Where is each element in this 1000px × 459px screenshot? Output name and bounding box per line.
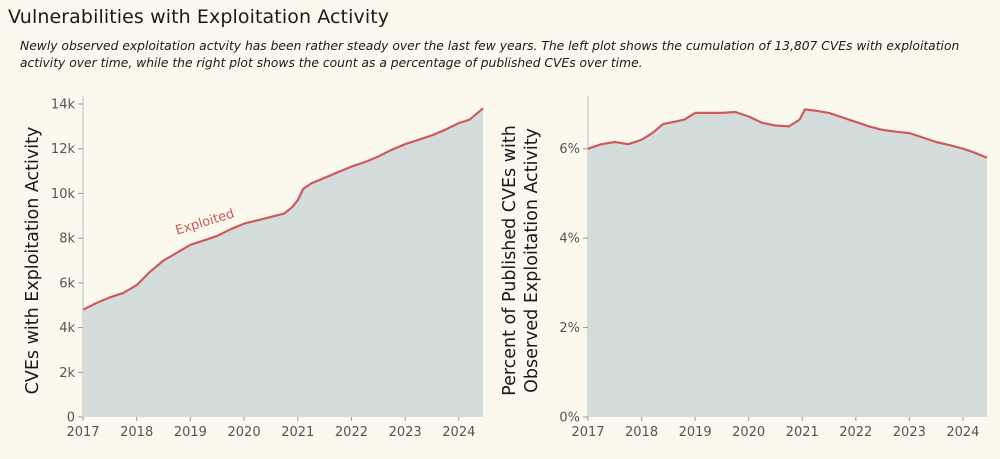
left-x-tick-label: 2020: [228, 425, 261, 440]
left-x-tick-label: 2022: [335, 425, 368, 440]
right-y-axis-label: Percent of Published CVEs with Observed E…: [500, 125, 542, 396]
left-y-tick-label: 6k: [59, 276, 75, 291]
left-y-tick-label: 10k: [51, 187, 76, 202]
right-x-tick-label: 2023: [893, 425, 926, 440]
right-x-tick-label: 2017: [571, 425, 604, 440]
left-y-tick-label: 0: [67, 411, 75, 426]
left-x-tick-label: 2017: [66, 425, 99, 440]
right-x-tick-label: 2024: [946, 425, 979, 440]
right-y-axis-label-text: Percent of Published CVEs with Observed E…: [500, 125, 542, 396]
right-x-tick-label: 2019: [679, 425, 712, 440]
right-y-tick-label: 0%: [559, 411, 580, 426]
left-y-tick-label: 14k: [51, 98, 76, 113]
left-y-tick-label: 4k: [59, 321, 75, 336]
right-x-tick-label: 2022: [839, 425, 872, 440]
right-series-line: [587, 108, 988, 159]
chart-title: Vulnerabilities with Exploitation Activi…: [8, 6, 390, 28]
chart-subtitle: Newly observed exploitation actvity has …: [20, 39, 960, 70]
left-x-tick-label: 2023: [389, 425, 422, 440]
left-y-tick-label: 12k: [51, 142, 76, 157]
left-y-axis-label-text: CVEs with Exploitation Activity: [23, 127, 43, 395]
right-x-tick-label: 2018: [625, 425, 658, 440]
left-y-axis-label: CVEs with Exploitation Activity: [23, 127, 43, 395]
left-x-tick-label: 2024: [442, 425, 475, 440]
left-series-line: [82, 107, 484, 311]
left-x-tick-label: 2018: [120, 425, 153, 440]
right-x-tick-label: 2020: [732, 425, 765, 440]
right-area: [588, 109, 987, 418]
right-y-tick-label: 4%: [559, 232, 580, 247]
left-area: [83, 108, 483, 418]
left-y-tick-label: 8k: [59, 232, 75, 247]
right-y-tick-label: 2%: [559, 321, 580, 336]
right-y-tick-label: 6%: [559, 142, 580, 157]
left-x-tick-label: 2019: [174, 425, 207, 440]
left-chart-cumulative-exploited: 0 2k 4k 6k 8k 10k 12k 14k 2017 2018 2019 2020 2021 20…: [23, 96, 484, 440]
left-y-tick-label: 2k: [59, 366, 75, 381]
left-x-tick-label: 2021: [281, 425, 314, 440]
right-x-tick-label: 2021: [786, 425, 819, 440]
